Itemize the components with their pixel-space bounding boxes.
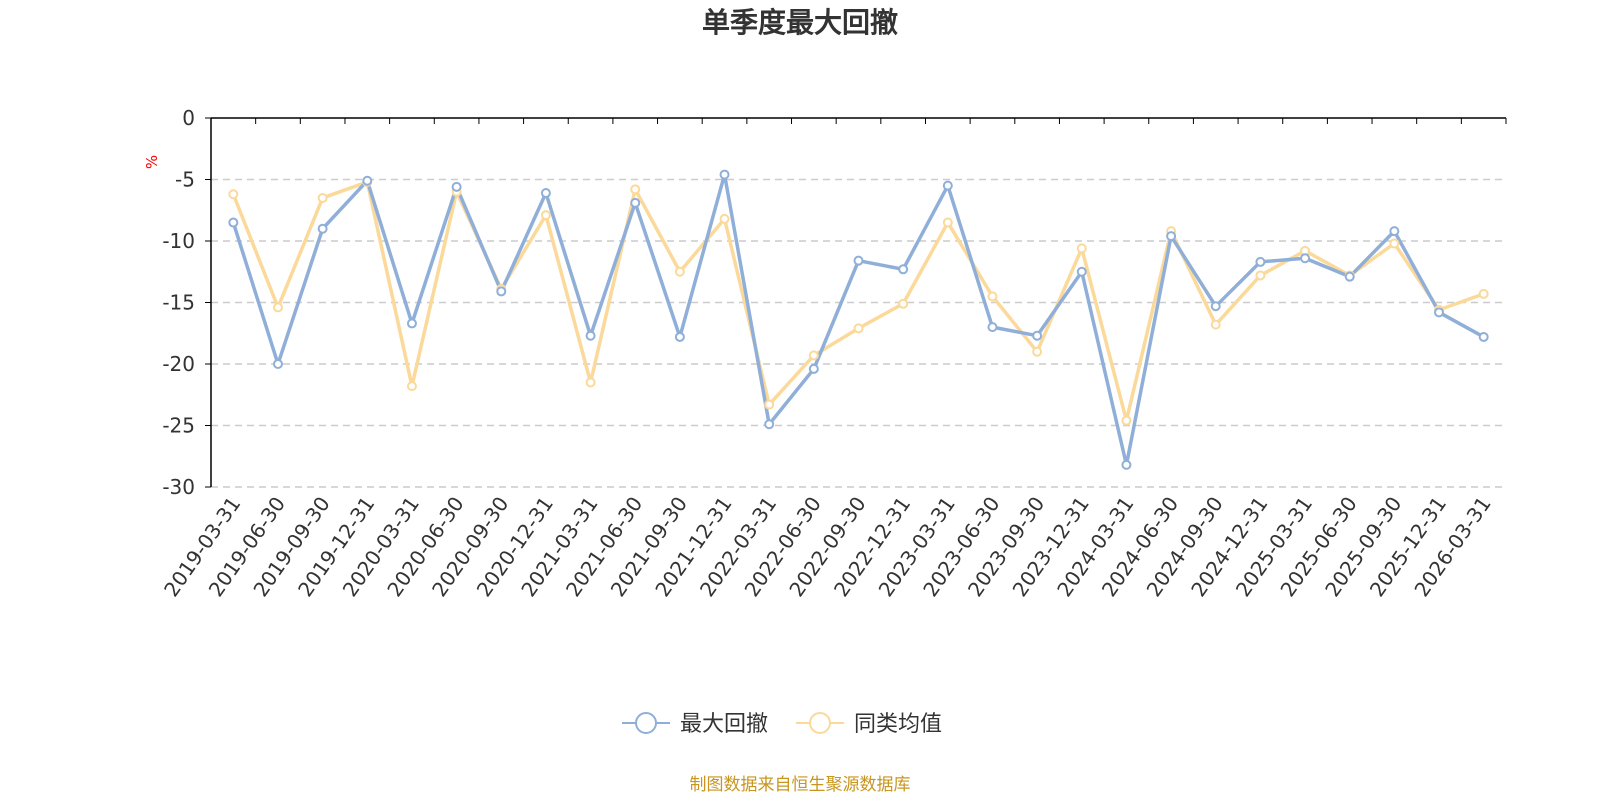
data-point[interactable]	[272, 359, 283, 369]
data-point[interactable]	[1344, 271, 1355, 282]
legend-marker	[635, 712, 657, 734]
y-tick-label: -30	[162, 475, 195, 499]
data-point[interactable]	[898, 264, 909, 275]
data-point[interactable]	[674, 266, 685, 277]
data-point[interactable]	[1478, 331, 1489, 342]
chart-title: 单季度最大回撤	[702, 6, 898, 39]
y-tick-label: 0	[182, 106, 195, 130]
legend[interactable]: 最大回撤 同类均值	[622, 712, 942, 737]
data-point[interactable]	[719, 169, 730, 180]
data-point[interactable]	[228, 189, 239, 200]
data-point[interactable]	[942, 217, 953, 228]
data-point[interactable]	[585, 330, 596, 341]
data-point[interactable]	[630, 184, 641, 195]
data-point[interactable]	[853, 323, 864, 334]
data-point[interactable]	[1300, 253, 1311, 264]
data-point[interactable]	[942, 180, 953, 191]
data-point[interactable]	[808, 363, 819, 374]
data-point[interactable]	[853, 255, 864, 266]
data-point[interactable]	[719, 213, 730, 224]
data-point[interactable]	[1121, 415, 1132, 426]
data-point[interactable]	[1121, 459, 1132, 470]
legend-marker	[809, 712, 831, 734]
data-point[interactable]	[1478, 288, 1489, 299]
data-point[interactable]	[540, 188, 551, 199]
data-point[interactable]	[1210, 301, 1221, 312]
legend-label: 最大回撤	[680, 712, 768, 737]
data-point[interactable]	[764, 419, 775, 430]
data-point[interactable]	[1032, 330, 1043, 341]
data-point[interactable]	[987, 322, 998, 333]
data-point[interactable]	[1255, 270, 1266, 281]
legend-item-0[interactable]: 最大回撤	[622, 712, 768, 737]
series-group	[228, 169, 1489, 470]
source-note: 制图数据来自恒生聚源数据库	[690, 775, 911, 795]
data-point[interactable]	[630, 197, 641, 208]
data-point[interactable]	[1434, 307, 1445, 318]
data-point[interactable]	[540, 210, 551, 221]
y-tick-label: -10	[162, 229, 195, 253]
data-point[interactable]	[1255, 256, 1266, 267]
data-point[interactable]	[272, 302, 283, 313]
y-tick-label: -15	[162, 291, 195, 315]
data-point[interactable]	[1389, 226, 1400, 237]
data-point[interactable]	[585, 377, 596, 388]
data-point[interactable]	[451, 181, 462, 192]
data-point[interactable]	[1389, 238, 1400, 249]
series-line-0	[231, 172, 1485, 467]
data-point[interactable]	[1076, 266, 1087, 277]
data-point[interactable]	[674, 331, 685, 342]
data-point[interactable]	[496, 286, 507, 297]
data-point[interactable]	[1210, 319, 1221, 330]
axes: 0-5-10-15-20-25-302019-03-312019-06-3020…	[159, 106, 1507, 601]
data-point[interactable]	[362, 175, 373, 186]
data-point[interactable]	[406, 318, 417, 329]
legend-label: 同类均值	[854, 712, 942, 737]
y-tick-label: -5	[175, 168, 195, 192]
data-point[interactable]	[228, 217, 239, 228]
data-point[interactable]	[317, 223, 328, 234]
data-point[interactable]	[317, 192, 328, 203]
y-tick-label: -20	[162, 352, 195, 376]
data-point[interactable]	[406, 381, 417, 392]
y-tick-label: -25	[162, 414, 195, 438]
data-point[interactable]	[987, 291, 998, 302]
data-point[interactable]	[1076, 243, 1087, 254]
data-point[interactable]	[1166, 231, 1177, 242]
data-point[interactable]	[1032, 346, 1043, 357]
data-point[interactable]	[898, 298, 909, 309]
data-point[interactable]	[764, 399, 775, 410]
legend-item-1[interactable]: 同类均值	[796, 712, 942, 737]
data-point[interactable]	[808, 350, 819, 361]
y-axis-unit: %	[143, 155, 161, 169]
